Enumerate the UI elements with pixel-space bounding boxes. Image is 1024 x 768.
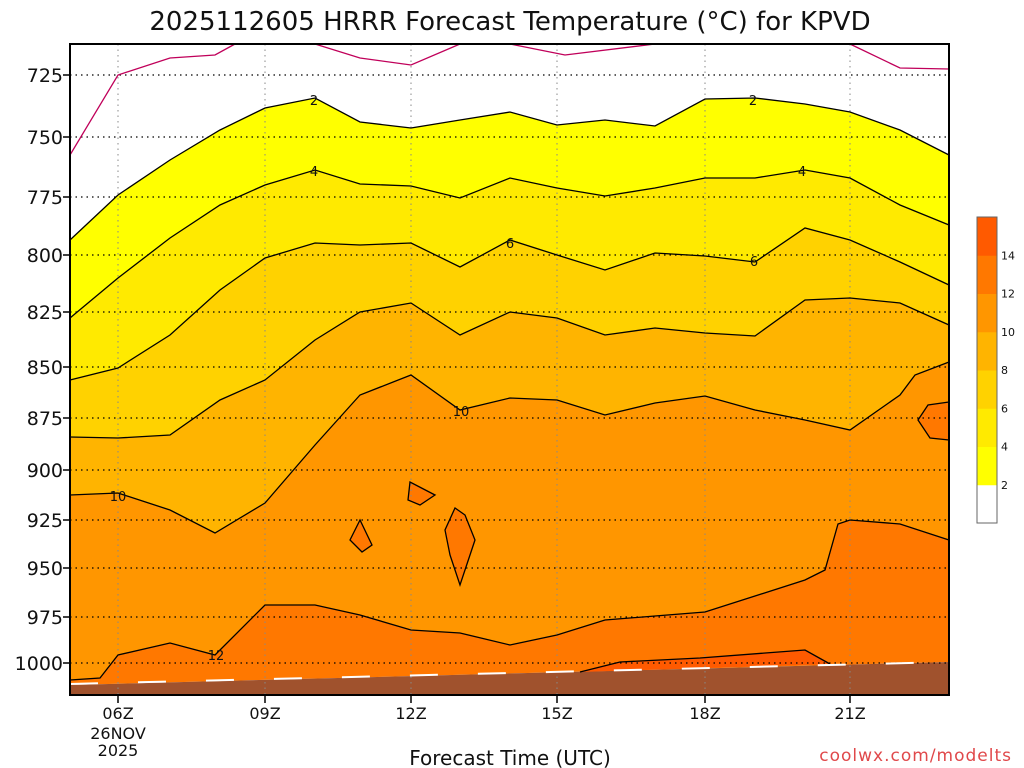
plot-frame [69,43,950,696]
colorbar-label-6: 6 [1001,402,1008,415]
colorbar-swatch [977,255,997,294]
contour-8 [69,297,950,439]
y-tick-875: 875 [27,408,63,430]
fill-6-8 [70,228,949,438]
y-tick-950: 950 [27,558,63,580]
colorbar-swatch [977,293,997,333]
y-tick-975: 975 [27,607,63,629]
fill-12-14 [70,520,949,685]
contour-0-mid [314,43,461,66]
contour-right-pocket [917,401,950,441]
y-tick-800: 800 [27,245,63,267]
colorbar-swatch [977,370,997,409]
y-tick-1000: 1000 [15,653,63,675]
contour-12 [69,519,950,681]
contour-4 [69,169,950,319]
fill-2-4 [70,98,949,318]
y-tick-900: 900 [27,460,63,482]
x-tick-18Z: 18Z [689,704,720,723]
colorbar-frame [976,216,998,524]
contour-island-2 [407,480,437,506]
colorbar-label-14: 14 [1001,249,1015,262]
chart-title: 2025112605 HRRR Forecast Temperature (°C… [149,7,870,37]
colorbar-label-2: 2 [1001,479,1008,492]
footer-credit: coolwx.com/modelts [819,746,1012,766]
contour-label-6: 6 [506,237,514,252]
x-tick-21Z: 21Z [834,704,865,723]
contour-label-10: 10 [110,490,127,505]
colorbar-label-8: 8 [1001,364,1008,377]
contour-island-3 [444,507,476,588]
x-axis-title: Forecast Time (UTC) [409,746,611,768]
y-tick-750: 750 [27,127,63,149]
y-tick-725: 725 [27,65,63,87]
x-tick-09Z: 09Z [249,704,280,723]
y-tick-925: 925 [27,510,63,532]
x-tick-15Z: 15Z [541,704,572,723]
colorbar-swatch [977,408,997,447]
surface-line [69,661,950,685]
colorbar-swatch [977,446,997,486]
contour-6 [69,227,950,381]
y-tick-825: 825 [27,302,63,324]
x-date-day: 26NOV [90,724,146,743]
x-axis-labels: 06Z 09Z 12Z 15Z 18Z 21Z [102,695,866,723]
contour-0-right [849,43,950,70]
x-tick-06Z: 06Z [102,704,133,723]
fill-below-2 [70,44,949,240]
contour-14 [579,649,831,673]
contour-labels: 2 2 4 4 6 6 10 10 12 [110,94,806,664]
colorbar-swatch [977,217,997,256]
colorbar-swatch [977,484,997,524]
contour-island-1 [349,518,373,553]
contour-0-mid2 [509,43,656,56]
contour-label-2: 2 [749,94,757,109]
contour-0-left [69,43,236,156]
x-tick-12Z: 12Z [395,704,426,723]
fill-island-1 [350,520,372,552]
contour-label-10: 10 [453,405,470,420]
fill-4-6 [70,170,949,380]
y-tick-850: 850 [27,357,63,379]
colorbar: 2 4 6 8 10 12 14 [976,216,1015,524]
colorbar-label-12: 12 [1001,288,1015,301]
contour-label-4: 4 [310,165,318,180]
grid-lines [70,44,949,695]
contour-label-6: 6 [750,255,758,270]
colorbar-label-4: 4 [1001,441,1008,454]
contour-label-2: 2 [310,94,318,109]
y-axis-labels: 725 750 775 800 825 850 875 900 925 950 975 1000 [15,65,70,675]
fill-10-12 [70,362,949,680]
contour-2 [69,97,950,241]
contour-lines [69,43,950,685]
contour-10 [69,361,950,534]
terrain-fill [70,662,949,695]
y-tick-775: 775 [27,187,63,209]
colorbar-label-10: 10 [1001,326,1015,339]
x-date-year: 2025 [98,741,139,760]
colorbar-swatch [977,331,997,371]
fill-island-3 [445,508,475,585]
temperature-fills [70,44,949,695]
contour-label-4: 4 [798,165,806,180]
contour-label-12: 12 [208,649,225,664]
